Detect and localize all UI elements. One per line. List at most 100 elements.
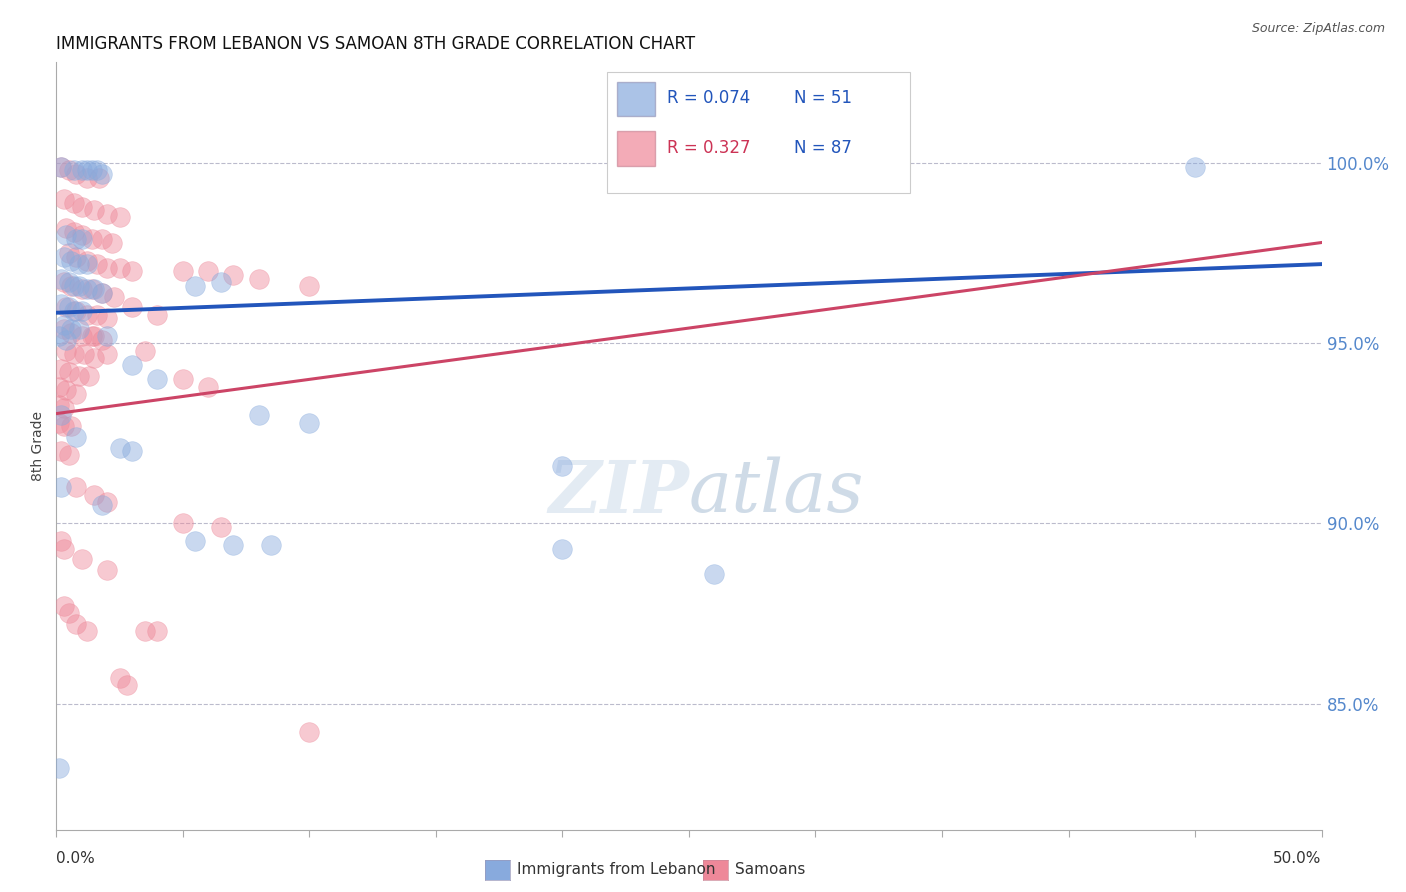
Point bbox=[48, 329, 70, 343]
Point bbox=[48, 416, 70, 430]
Point bbox=[80, 232, 103, 246]
Point bbox=[65, 386, 87, 401]
Point bbox=[76, 163, 98, 178]
Point bbox=[58, 365, 80, 379]
Point bbox=[172, 264, 194, 278]
Point bbox=[60, 326, 83, 340]
Point bbox=[80, 282, 103, 296]
Point bbox=[86, 163, 108, 178]
Point bbox=[247, 271, 270, 285]
Point bbox=[63, 225, 86, 239]
Point bbox=[146, 624, 169, 639]
Point bbox=[260, 538, 283, 552]
Point bbox=[52, 322, 75, 336]
Text: atlas: atlas bbox=[689, 457, 865, 527]
Point bbox=[70, 304, 93, 318]
Text: N = 51: N = 51 bbox=[794, 89, 852, 108]
Point bbox=[55, 228, 77, 243]
Point bbox=[96, 207, 118, 221]
Point bbox=[52, 419, 75, 434]
FancyBboxPatch shape bbox=[617, 81, 655, 116]
Point bbox=[52, 541, 75, 556]
Point bbox=[96, 260, 118, 275]
Point bbox=[77, 368, 100, 383]
Point bbox=[55, 343, 77, 358]
Text: N = 87: N = 87 bbox=[794, 139, 852, 157]
Point bbox=[703, 566, 725, 581]
Point bbox=[52, 599, 75, 614]
Point bbox=[52, 275, 75, 289]
Point bbox=[298, 725, 321, 739]
Point bbox=[48, 761, 70, 775]
Point bbox=[58, 163, 80, 178]
Point bbox=[70, 329, 93, 343]
Point bbox=[83, 282, 105, 296]
Point bbox=[80, 163, 103, 178]
Text: ZIP: ZIP bbox=[548, 457, 689, 527]
Point bbox=[51, 409, 73, 423]
Point bbox=[90, 285, 112, 300]
Point bbox=[60, 253, 83, 268]
Point bbox=[121, 358, 143, 372]
Point bbox=[1184, 160, 1206, 174]
Point bbox=[51, 361, 73, 376]
Point bbox=[67, 368, 90, 383]
Text: Source: ZipAtlas.com: Source: ZipAtlas.com bbox=[1251, 22, 1385, 36]
Point bbox=[172, 516, 194, 531]
Point bbox=[90, 285, 112, 300]
Point bbox=[48, 398, 70, 412]
Point bbox=[58, 246, 80, 260]
Text: Samoans: Samoans bbox=[735, 863, 806, 877]
Point bbox=[52, 318, 75, 333]
FancyBboxPatch shape bbox=[617, 131, 655, 166]
Point bbox=[63, 195, 86, 210]
Text: R = 0.327: R = 0.327 bbox=[668, 139, 751, 157]
Point bbox=[65, 167, 87, 181]
Point bbox=[90, 333, 112, 347]
Point bbox=[108, 211, 131, 225]
FancyBboxPatch shape bbox=[607, 71, 911, 193]
Point bbox=[121, 444, 143, 458]
Point bbox=[70, 282, 93, 296]
Point bbox=[52, 401, 75, 416]
Point bbox=[197, 264, 219, 278]
Point bbox=[101, 235, 124, 250]
Point bbox=[108, 671, 131, 685]
Point bbox=[63, 347, 86, 361]
Text: R = 0.074: R = 0.074 bbox=[668, 89, 751, 108]
Point bbox=[96, 311, 118, 326]
Point bbox=[172, 372, 194, 386]
Point bbox=[209, 520, 232, 534]
Point bbox=[51, 534, 73, 549]
Point bbox=[55, 383, 77, 397]
Point bbox=[63, 278, 86, 293]
Point bbox=[60, 419, 83, 434]
Point bbox=[58, 448, 80, 462]
Point bbox=[108, 260, 131, 275]
Point bbox=[90, 232, 112, 246]
Point bbox=[146, 372, 169, 386]
Point bbox=[63, 163, 86, 178]
Point bbox=[52, 192, 75, 206]
Point bbox=[108, 441, 131, 455]
Point bbox=[134, 624, 156, 639]
Point bbox=[247, 409, 270, 423]
Point bbox=[67, 322, 90, 336]
Point bbox=[96, 495, 118, 509]
Point bbox=[70, 228, 93, 243]
Point bbox=[90, 167, 112, 181]
Point bbox=[83, 351, 105, 365]
Point bbox=[76, 624, 98, 639]
Point bbox=[65, 480, 87, 494]
Point bbox=[96, 563, 118, 577]
Text: 0.0%: 0.0% bbox=[56, 851, 96, 866]
Point bbox=[65, 232, 87, 246]
Point bbox=[67, 257, 90, 271]
Point bbox=[184, 534, 207, 549]
Point bbox=[146, 308, 169, 322]
Point bbox=[48, 379, 70, 393]
Point bbox=[65, 250, 87, 264]
Point bbox=[76, 253, 98, 268]
Point bbox=[80, 329, 103, 343]
Point bbox=[115, 678, 138, 692]
